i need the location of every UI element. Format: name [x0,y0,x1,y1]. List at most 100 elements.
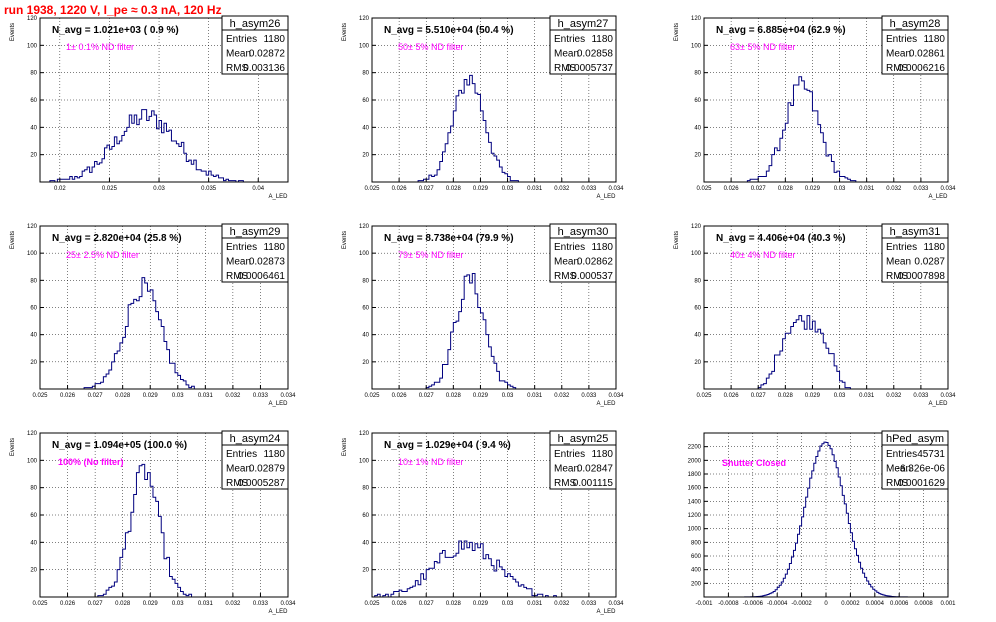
x-tick-label: 0.034 [280,601,296,607]
stats-rms-value: 0.0007898 [898,271,946,282]
x-tick-label: 0.032 [554,601,570,607]
stats-entries-label: Entries [886,34,917,45]
stats-mean-label: Mean [226,257,251,268]
y-tick-label: 1200 [688,513,702,519]
stats-entries-label: Entries [886,242,917,253]
histogram-line [40,109,288,183]
x-tick-label: 0.026 [392,601,408,607]
y-tick-label: 1800 [688,472,702,478]
x-tick-label: 0.025 [364,393,380,399]
stats-mean-label: Mean [226,49,251,60]
y-tick-label: 40 [362,125,369,131]
x-tick-label: -0.0002 [791,601,812,607]
x-tick-label: 0.03 [153,186,165,192]
stats-rms-label: RMS [554,271,577,282]
x-tick-label: 0.033 [913,393,929,399]
stats-box [549,444,617,490]
stats-entries-label: Entries [554,34,585,45]
stats-rms-label: RMS [886,271,909,282]
stats-mean-label: Mean [886,464,911,475]
y-tick-label: 100 [359,43,370,49]
stats-mean-value: 0.02858 [577,49,614,60]
x-axis-label: A_LED [268,194,288,200]
y-tick-label: 20 [30,360,37,366]
x-tick-label: 0.034 [608,393,624,399]
histogram-panel-h_asym29: 0.025 0.026 0.027 0.028 0.029 0.03 0.031 0.032 0… [10,223,296,407]
x-tick-label: 0.035 [201,186,217,192]
x-tick-label: 0.033 [581,601,597,607]
x-tick-label: 0.029 [805,186,821,192]
x-tick-label: 0 [824,601,828,607]
y-tick-label: 120 [691,224,702,230]
stats-box-title: h_asym28 [890,18,941,30]
y-tick-label: 100 [27,251,38,257]
x-tick-label: 0.027 [419,393,435,399]
y-tick-label: 100 [359,458,370,464]
histogram-panel-h_asym26: 0.02 0.025 0.03 0.035 0.04 20 40 60 80 100 120 Even… [10,15,289,200]
x-tick-label: 0.026 [392,186,408,192]
histogram-panel-h_asym24: 0.025 0.026 0.027 0.028 0.029 0.03 0.031 0.032 0… [10,430,296,615]
x-tick-label: 0.031 [859,186,875,192]
x-tick-label: 0.029 [143,601,159,607]
x-tick-label: 0.03 [502,393,514,399]
navg-label: N_avg = 1.029e+04 ( 9.4 %) [384,440,511,451]
y-tick-label: 20 [30,568,37,574]
x-tick-label: 0.028 [778,393,794,399]
filter-label: 63± 5% ND filter [730,42,795,52]
y-tick-label: 1000 [688,527,702,533]
x-tick-label: 0.0008 [914,601,933,607]
stats-box-title: h_asym25 [558,433,609,445]
y-tick-label: 20 [362,153,369,159]
x-tick-label: 0.034 [940,186,956,192]
y-axis-label: Events [342,438,348,456]
x-tick-label: 0.001 [940,601,956,607]
stats-mean-value: 0.02872 [249,49,286,60]
x-tick-label: 0.026 [724,393,740,399]
stats-entries-label: Entries [886,449,917,460]
x-tick-label: 0.026 [392,393,408,399]
x-tick-label: 0.028 [115,601,131,607]
stats-rms-value: 0.0005287 [238,478,286,489]
stats-mean-value: 0.02879 [249,464,286,475]
y-tick-label: 1400 [688,499,702,505]
x-tick-label: 0.025 [364,186,380,192]
y-tick-label: 200 [691,581,702,587]
stats-rms-label: RMS [886,63,909,74]
stats-rms-label: RMS [554,63,577,74]
y-tick-label: 2000 [688,458,702,464]
x-tick-label: 0.034 [608,186,624,192]
x-tick-label: 0.034 [940,393,956,399]
y-axis-label: Events [674,23,680,41]
y-tick-label: 60 [30,98,37,104]
x-tick-label: 0.034 [280,393,296,399]
x-tick-label: 0.025 [32,393,48,399]
x-tick-label: 0.03 [834,186,846,192]
y-tick-label: 40 [362,540,369,546]
y-tick-label: 1600 [688,486,702,492]
histogram-panel-h_asym30: 0.025 0.026 0.027 0.028 0.029 0.03 0.031 0.032 0… [342,223,624,407]
x-tick-label: 0.029 [805,393,821,399]
stats-box [221,444,289,490]
stats-box [549,29,617,75]
x-tick-label: 0.027 [751,393,767,399]
x-tick-label: 0.027 [419,186,435,192]
stats-box-title: h_asym29 [230,226,281,238]
x-tick-label: -0.0008 [718,601,739,607]
y-tick-label: 60 [694,306,701,312]
x-tick-label: 0.028 [446,601,462,607]
y-tick-label: 2200 [688,445,702,451]
stats-box-title: hPed_asym [886,433,944,445]
histogram-line [372,273,616,390]
x-tick-label: 0.029 [473,186,489,192]
x-tick-label: 0.032 [554,393,570,399]
stats-rms-label: RMS [226,63,249,74]
navg-label: N_avg = 2.820e+04 (25.8 %) [52,233,182,244]
y-tick-label: 60 [30,306,37,312]
y-tick-label: 20 [362,360,369,366]
x-tick-label: 0.027 [88,601,104,607]
y-tick-label: 20 [30,153,37,159]
stats-box-title: h_asym27 [558,18,609,30]
x-tick-label: 0.034 [608,601,624,607]
stats-mean-label: Mean [554,257,579,268]
